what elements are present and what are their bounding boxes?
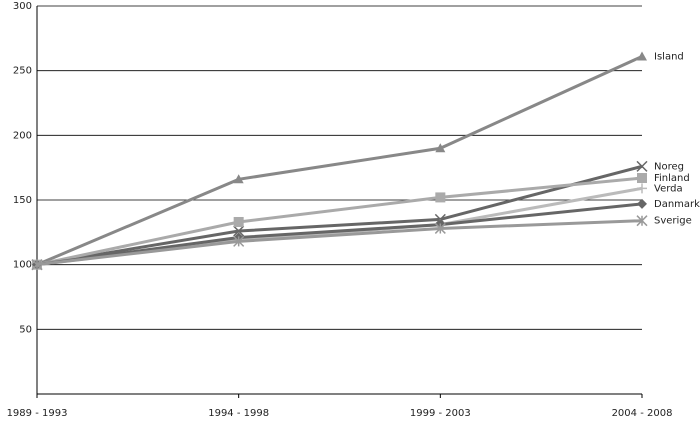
series-label: Sverige [654,216,692,227]
marker [233,235,245,247]
series-label: Finland [654,173,690,184]
marker [636,215,648,227]
x-tick-label: 2004 - 2008 [612,408,673,419]
marker [637,51,647,61]
series-label: Island [654,51,684,62]
y-tick-label: 200 [13,130,32,141]
marker [435,143,446,153]
series-line [36,219,643,267]
series-line [36,176,643,267]
marker [233,225,245,237]
x-tick-label: 1994 - 1998 [208,408,269,419]
marker [636,160,648,172]
y-tick-label: 300 [13,1,32,12]
marker [637,173,647,184]
marker [435,192,446,203]
marker [233,174,244,184]
series-label: Noreg [654,161,684,172]
y-tick-label: 100 [13,260,32,271]
series-label: Verda [654,183,683,194]
marker [31,259,43,271]
marker [233,216,244,227]
marker [434,222,446,234]
series-label: Danmark [654,199,700,210]
series-line [36,55,643,267]
x-tick-label: 1999 - 2003 [410,408,471,419]
series-line [36,202,643,267]
marker [637,183,647,194]
series-line [36,164,643,267]
marker [637,198,647,209]
y-tick-label: 250 [13,66,32,77]
x-tick-label: 1989 - 1993 [7,408,68,419]
y-tick-label: 150 [13,195,32,206]
y-tick-label: 50 [19,324,32,335]
